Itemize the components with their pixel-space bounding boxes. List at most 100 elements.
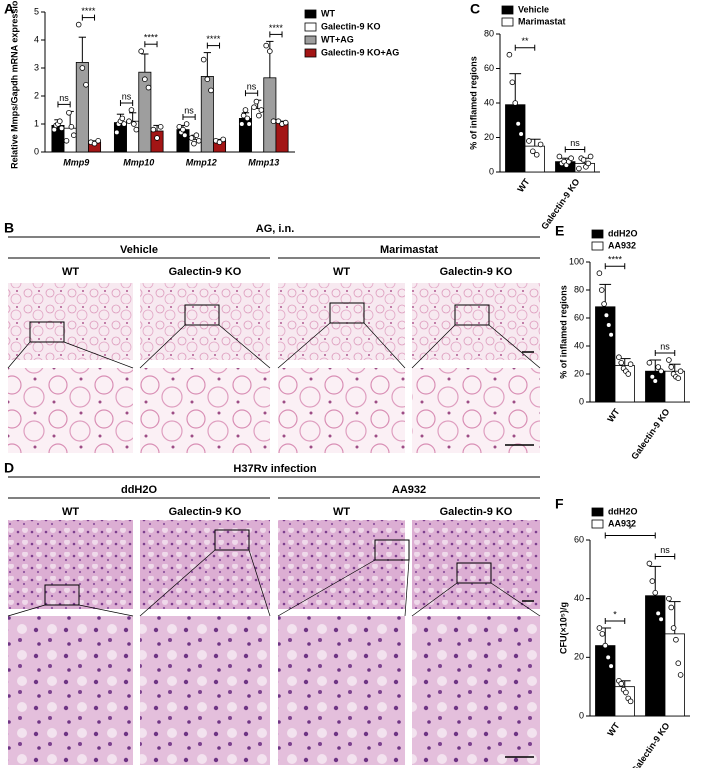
legend-swatch xyxy=(304,9,317,19)
significance-bracket: **** xyxy=(81,6,96,21)
error-bar xyxy=(649,359,662,372)
data-point xyxy=(188,135,195,141)
zoom-line xyxy=(363,322,406,369)
data-point xyxy=(95,138,101,144)
data-point xyxy=(208,87,214,94)
data-point xyxy=(180,126,186,133)
bar xyxy=(595,645,616,717)
data-point xyxy=(79,65,86,71)
x-tick-label: Mmp13 xyxy=(248,157,279,167)
data-point xyxy=(658,368,664,375)
significance-bracket: **** xyxy=(206,34,221,49)
y-tick-label: 60 xyxy=(484,63,494,73)
data-point xyxy=(506,51,513,58)
zoom-line xyxy=(277,322,331,369)
significance-label: ns xyxy=(184,105,194,115)
significance-label: ns xyxy=(247,82,257,92)
data-point xyxy=(119,115,126,122)
significance-bracket: **** xyxy=(269,23,283,38)
data-point xyxy=(183,121,190,127)
y-tick-label: 40 xyxy=(574,593,584,603)
data-point xyxy=(253,98,260,105)
data-point xyxy=(518,131,524,137)
data-point xyxy=(625,371,632,377)
bar xyxy=(75,62,89,153)
data-point xyxy=(616,354,622,361)
data-point xyxy=(142,76,148,82)
group-label: ddH2O xyxy=(121,484,158,496)
y-axis-label: % of inflamed regions xyxy=(558,285,568,379)
data-point xyxy=(666,357,672,363)
zoom-line xyxy=(218,324,271,369)
legend-swatch xyxy=(501,17,514,27)
data-point xyxy=(646,359,653,366)
data-point xyxy=(608,663,614,669)
y-tick-label: 40 xyxy=(484,97,494,107)
error-bar xyxy=(266,40,274,78)
significance-label: * xyxy=(628,524,632,534)
inset-box xyxy=(329,302,365,324)
data-point xyxy=(537,141,544,148)
data-point xyxy=(602,642,609,649)
column-label: WT xyxy=(62,506,79,518)
significance-bracket: * xyxy=(604,609,626,624)
column-label: Galectin-9 KO xyxy=(440,266,513,278)
significance-bracket: ns xyxy=(564,138,586,153)
data-point xyxy=(605,322,612,328)
y-tick-label: 40 xyxy=(574,340,584,350)
data-point xyxy=(68,124,75,130)
panel-label: D xyxy=(4,460,14,476)
data-point xyxy=(145,84,152,91)
micrograph-zoom xyxy=(8,616,133,765)
bar xyxy=(505,104,526,173)
y-tick-label: 80 xyxy=(574,284,584,294)
data-point xyxy=(246,121,252,127)
data-point xyxy=(58,125,65,131)
y-tick-label: 2 xyxy=(34,90,39,100)
data-point xyxy=(193,132,200,139)
legend-label: WT+AG xyxy=(321,34,354,44)
data-point xyxy=(256,112,262,119)
data-point xyxy=(282,119,289,126)
data-point xyxy=(150,126,157,133)
zoom-line xyxy=(7,341,31,369)
panel-label: A xyxy=(4,1,14,17)
y-tick-label: 0 xyxy=(579,396,584,406)
legend-label: Marimastat xyxy=(518,16,566,26)
inset-box xyxy=(374,539,410,561)
y-tick-label: 20 xyxy=(574,368,584,378)
micrograph-zoom xyxy=(140,368,270,453)
data-point xyxy=(251,104,257,110)
legend-swatch xyxy=(304,35,317,45)
data-point xyxy=(242,107,249,113)
micrograph-zoom xyxy=(140,616,270,765)
data-point xyxy=(56,118,63,124)
significance-label: **** xyxy=(144,33,159,43)
data-point xyxy=(596,270,603,277)
data-point xyxy=(204,76,211,82)
zoom-line xyxy=(63,341,134,369)
significance-label: ** xyxy=(521,36,529,46)
data-point xyxy=(244,115,251,122)
significance-bracket: ns xyxy=(57,93,71,108)
data-point xyxy=(220,136,226,143)
data-point xyxy=(670,625,677,631)
x-tick-label: WT xyxy=(605,720,622,738)
legend-swatch xyxy=(304,48,317,58)
legend-label: ddH2O xyxy=(608,506,638,516)
data-point xyxy=(126,118,132,124)
legend-label: ddH2O xyxy=(608,228,638,238)
x-tick-label: Galectin-9 KO xyxy=(629,721,671,768)
data-point xyxy=(216,139,223,146)
column-label: WT xyxy=(333,266,350,278)
y-axis-label: % of inflamed regions xyxy=(468,56,478,150)
data-point xyxy=(131,121,137,127)
data-point xyxy=(668,604,675,611)
zoom-line xyxy=(277,559,376,617)
inset-box xyxy=(214,529,250,551)
data-point xyxy=(596,625,603,631)
data-point xyxy=(658,616,664,622)
data-point xyxy=(239,121,245,127)
error-bar xyxy=(141,53,149,73)
zoom-line xyxy=(411,582,458,617)
